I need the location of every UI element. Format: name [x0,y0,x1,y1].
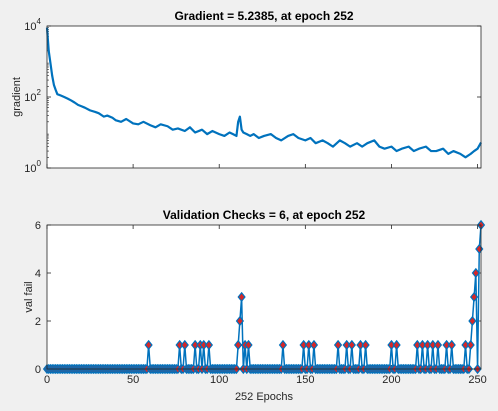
val-fail-x-tick-label: 100 [210,374,228,386]
val-fail-marker [180,339,189,351]
val-fail-marker [144,339,153,351]
gradient-y-ticks: 100 102 104 [24,17,481,175]
val-fail-axes-box [46,224,482,370]
val-fail-marker [235,315,245,327]
gradient-title: Gradient = 5.2385, at epoch 252 [174,9,353,23]
val-fail-y-tick-label: 2 [35,316,41,328]
val-fail-y-tick-label: 4 [35,268,41,280]
val-fail-title: Validation Checks = 6, at epoch 252 [163,208,366,222]
val-fail-xlabel: 252 Epochs [235,391,294,403]
val-fail-marker [469,291,479,303]
val-fail-marker [466,339,475,351]
gradient-y-tick-label: 102 [24,88,41,104]
val-fail-plot-area [47,225,481,369]
val-fail-x-tick-label: 250 [468,374,486,386]
gradient-plot-area [47,26,481,168]
gradient-ylabel: gradient [11,77,23,117]
val-fail-marker [244,339,253,351]
gradient-axes-box [46,25,482,169]
val-fail-marker [392,339,401,351]
val-fail-marker [475,243,484,255]
val-fail-marker [278,339,288,351]
val-fail-axes: Validation Checks = 6, at epoch 252 val … [23,208,487,403]
val-fail-y-tick-label: 6 [35,220,41,232]
val-fail-marker [309,339,319,351]
val-fail-marker [347,339,356,351]
val-fail-marker [237,291,246,303]
val-fail-marker [447,339,456,351]
val-fail-marker [333,339,343,351]
gradient-series-line [45,27,482,159]
val-fail-ylabel: val fail [23,281,35,312]
val-fail-marker [468,315,477,327]
val-fail-x-tick-label: 150 [296,374,314,386]
val-fail-marker [361,339,370,351]
val-fail-y-tick-label: 0 [35,364,41,376]
val-fail-marker [471,267,480,279]
gradient-axes: Gradient = 5.2385, at epoch 252 gradient… [11,9,482,175]
gradient-y-tick-label: 104 [24,17,41,33]
val-fail-marker [204,339,214,351]
val-fail-x-tick-label: 200 [382,374,400,386]
val-fail-x-tick-label: 0 [44,374,50,386]
val-fail-marker [234,339,243,351]
val-fail-marker [433,339,443,351]
val-fail-x-tick-label: 50 [127,374,139,386]
gradient-y-tick-label: 100 [24,159,41,175]
